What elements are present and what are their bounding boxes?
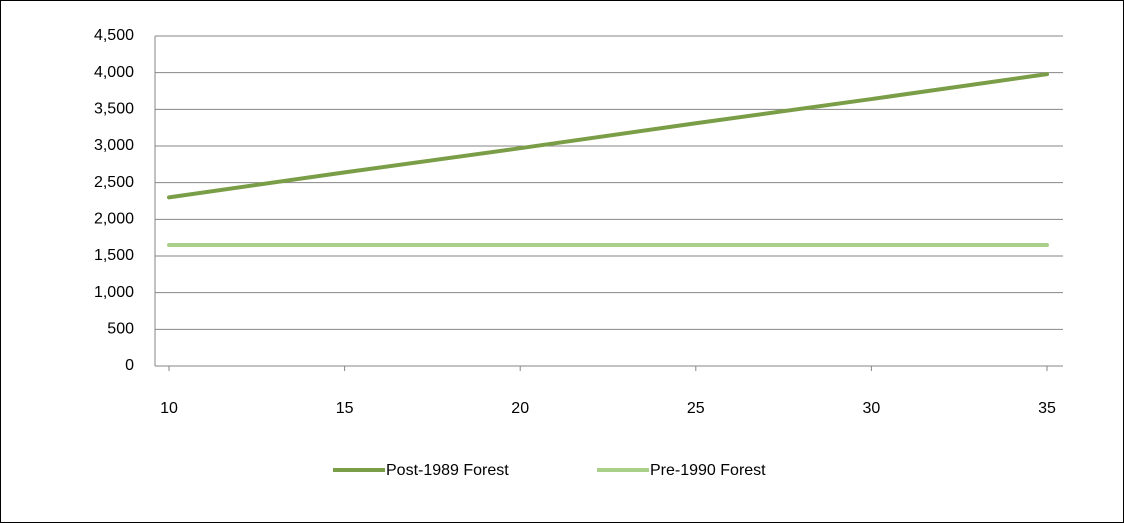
x-tick-label: 35 [1038, 400, 1056, 417]
legend-label: Post-1989 Forest [386, 462, 509, 479]
series-line [167, 72, 1049, 200]
y-tick-label: 2,000 [94, 211, 134, 228]
y-tick-label: 0 [125, 357, 134, 374]
y-tick-label: 3,500 [94, 101, 134, 118]
y-tick-label: 2,500 [94, 174, 134, 191]
x-tick-label: 15 [336, 400, 354, 417]
y-tick-label: 4,000 [94, 64, 134, 81]
y-tick-label: 1,000 [94, 284, 134, 301]
y-tick-label: 3,000 [94, 137, 134, 154]
y-tick-label: 4,500 [94, 27, 134, 44]
legend-label: Pre-1990 Forest [650, 462, 766, 479]
y-tick-label: 500 [107, 321, 134, 338]
x-tick-label: 25 [687, 400, 705, 417]
x-tick-label: 10 [160, 400, 178, 417]
y-tick-label: 1,500 [94, 247, 134, 264]
x-tick-label: 30 [863, 400, 881, 417]
x-tick-label: 20 [511, 400, 529, 417]
